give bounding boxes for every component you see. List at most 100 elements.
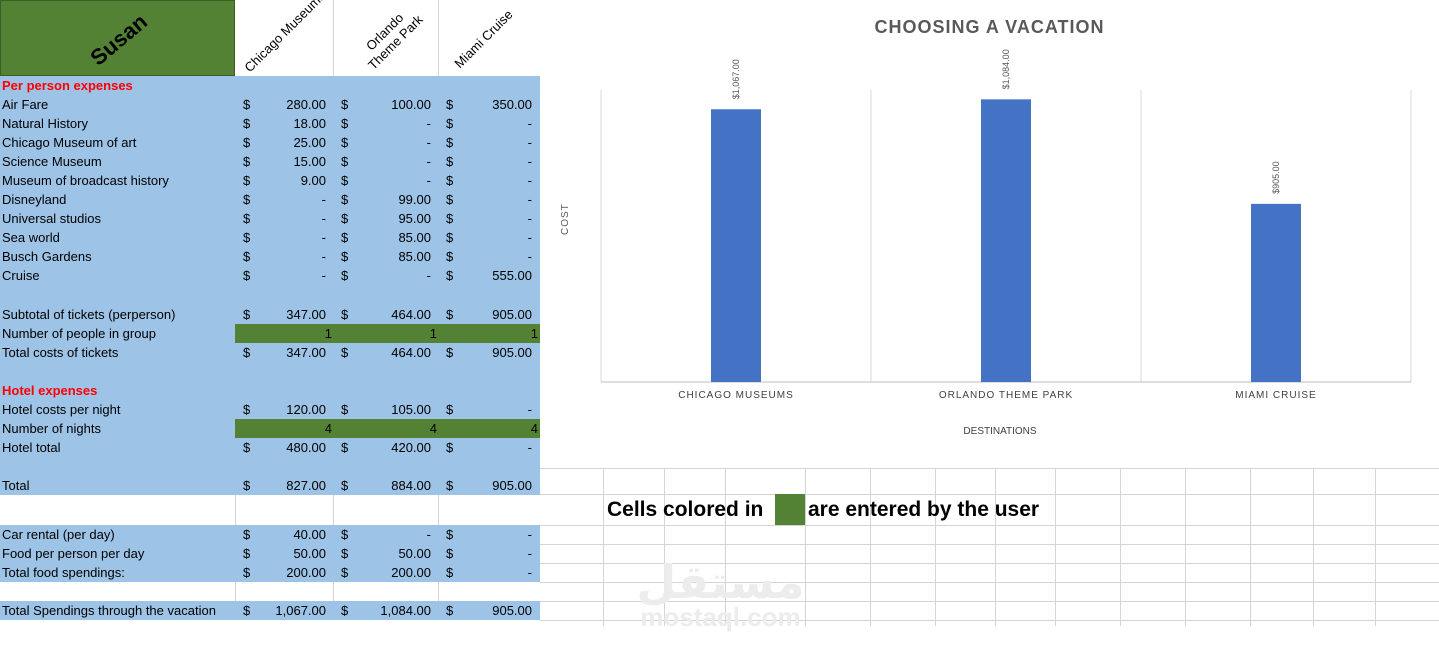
amount-cell[interactable]: 884.00 [391,478,431,493]
amount-cell[interactable]: 905.00 [492,478,532,493]
table-row: Museum of broadcast history $9.00 $ - $ - [0,171,540,190]
amount-cell[interactable]: 9.00 [300,173,326,188]
amount-cell[interactable]: - [527,527,532,542]
amount-cell[interactable]: - [426,135,431,150]
amount-cell[interactable]: - [321,230,326,245]
amount-cell[interactable]: 15.00 [293,154,326,169]
amount-cell[interactable]: - [426,173,431,188]
amount-cell[interactable]: 420.00 [391,440,431,455]
currency-symbol: $ [446,154,454,169]
user-input-cell[interactable]: 4 [324,421,332,436]
amount-cell[interactable]: - [527,173,532,188]
amount-cell[interactable]: - [527,249,532,264]
amount-cell[interactable]: - [527,440,532,455]
gridline-v [1185,468,1186,626]
amount-cell[interactable]: 555.00 [492,268,532,283]
currency-symbol: $ [243,440,251,455]
amount-cell[interactable]: - [426,527,431,542]
amount-cell[interactable]: 1,067.00 [275,603,326,618]
amount-cell[interactable]: - [527,154,532,169]
x-tick-label: ORLANDO THEME PARK [938,390,1074,401]
user-input-cell[interactable]: 1 [429,326,437,341]
amount-cell[interactable]: - [426,268,431,283]
currency-symbol: $ [341,478,349,493]
amount-cell[interactable]: 464.00 [391,307,431,322]
amount-cell[interactable]: 50.00 [293,546,326,561]
amount-cell[interactable]: - [527,211,532,226]
user-input-cell[interactable]: 1 [530,326,538,341]
amount-cell[interactable]: 85.00 [398,249,431,264]
currency-symbol: $ [446,268,454,283]
amount-cell[interactable]: 120.00 [286,402,326,417]
amount-cell[interactable]: 99.00 [398,192,431,207]
amount-cell[interactable]: 347.00 [286,307,326,322]
gridline-h [540,601,1439,602]
amount-cell[interactable]: 40.00 [293,527,326,542]
amount-cell[interactable]: 480.00 [286,440,326,455]
row-label: Busch Gardens [2,249,92,264]
amount-cell[interactable]: 350.00 [492,97,532,112]
amount-cell[interactable]: 200.00 [286,565,326,580]
amount-cell[interactable]: 105.00 [391,402,431,417]
name-cell[interactable]: Susan [0,0,235,76]
table-row: Total food spendings: $200.00 $200.00 $ - [0,563,540,582]
table-row: Science Museum $15.00 $ - $ - [0,152,540,171]
amount-cell[interactable]: - [527,402,532,417]
user-input-cell[interactable]: 4 [429,421,437,436]
currency-symbol: $ [243,192,251,207]
amount-cell[interactable]: 200.00 [391,565,431,580]
column-header-miami[interactable]: Miami Cruise [451,6,516,71]
amount-cell[interactable]: - [321,192,326,207]
currency-symbol: $ [243,345,251,360]
column-header-orlando[interactable]: Orlando Theme Park [363,10,426,73]
table-row: Subtotal of tickets (perperson) $347.00 $4… [0,305,540,324]
amount-cell[interactable]: 827.00 [286,478,326,493]
gridline-h [540,525,1439,526]
x-tick-label: MIAMI CRUISE [1235,390,1317,401]
table-row: Chicago Museum of art $25.00 $ - $ - [0,133,540,152]
column-header-chicago[interactable]: Chicago Museums [241,0,329,75]
amount-cell[interactable]: - [426,154,431,169]
row-label: Subtotal of tickets (perperson) [2,307,176,322]
gridline-v [1250,468,1251,626]
amount-cell[interactable]: 85.00 [398,230,431,245]
row-label: Total costs of tickets [2,345,119,360]
user-input-cell[interactable]: 4 [530,421,538,436]
amount-cell[interactable]: 905.00 [492,345,532,360]
gridline-v [235,582,236,601]
amount-cell[interactable]: 347.00 [286,345,326,360]
amount-cell[interactable]: 905.00 [492,603,532,618]
amount-cell[interactable]: - [321,268,326,283]
amount-cell[interactable]: - [527,546,532,561]
amount-cell[interactable]: 95.00 [398,211,431,226]
currency-symbol: $ [341,97,349,112]
amount-cell[interactable]: - [527,230,532,245]
amount-cell[interactable]: 1,084.00 [380,603,431,618]
amount-cell[interactable]: - [527,135,532,150]
amount-cell[interactable]: - [321,249,326,264]
gridline-v [664,468,665,626]
gridline-h [540,468,1439,469]
note-text-before: Cells colored in [607,498,764,521]
row-label: Total Spendings through the vacation [2,603,216,618]
amount-cell[interactable]: 50.00 [398,546,431,561]
gridline-h [540,494,1439,495]
amount-cell[interactable]: 18.00 [293,116,326,131]
amount-cell[interactable]: 280.00 [286,97,326,112]
amount-cell[interactable]: 464.00 [391,345,431,360]
gridline-v [1120,468,1121,626]
amount-cell[interactable]: 905.00 [492,307,532,322]
amount-cell[interactable]: 100.00 [391,97,431,112]
table-row: Hotel total $480.00 $420.00 $ - [0,438,540,457]
amount-cell[interactable]: - [321,211,326,226]
amount-cell[interactable]: - [527,116,532,131]
currency-symbol: $ [243,478,251,493]
amount-cell[interactable]: 25.00 [293,135,326,150]
amount-cell[interactable]: - [426,116,431,131]
user-input-cell[interactable]: 1 [324,326,332,341]
amount-cell[interactable]: - [527,565,532,580]
amount-cell[interactable]: - [527,192,532,207]
chart[interactable]: CHOOSING A VACATION $1,067.00 $1,084.00 $90… [540,0,1439,468]
currency-symbol: $ [243,527,251,542]
